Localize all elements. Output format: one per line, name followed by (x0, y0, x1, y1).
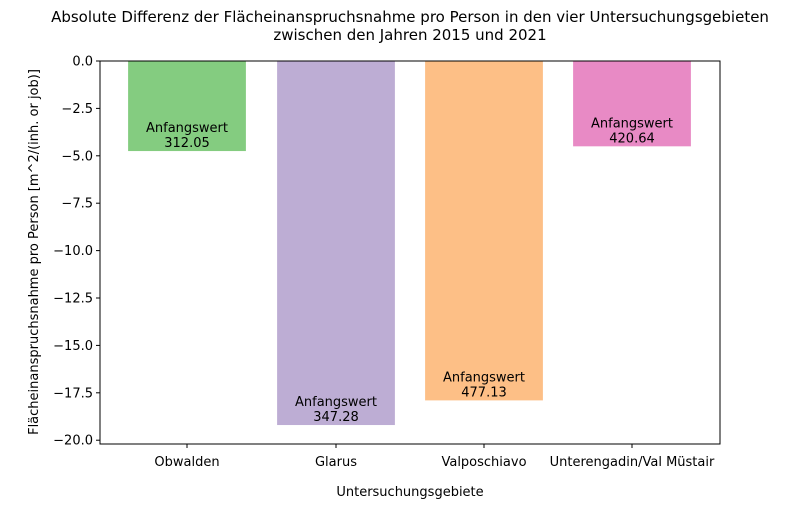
bar-annotation-value: 420.64 (609, 131, 655, 146)
bar-annotation-value: 312.05 (164, 136, 210, 151)
y-tick-label: −7.5 (61, 197, 93, 212)
plot-frame (99, 60, 721, 445)
y-tick-label: −12.5 (53, 292, 93, 307)
bar-annotation-value: 347.28 (313, 410, 359, 425)
bar (128, 61, 246, 152)
chart-title: Absolute Differenz der Flächeinanspruchs… (51, 8, 769, 26)
bar-annotation-label: Anfangswert (295, 395, 377, 410)
y-axis: 0.0 −2.5 −5.0 −7.5 −10.0 −12.5 −15.0 −17.5 −20.0 (53, 55, 100, 449)
y-axis-label: Flächeinanspruchsnahme pro Person [m^2/(… (27, 69, 42, 435)
chart-subtitle: zwischen den Jahren 2015 und 2021 (273, 26, 546, 44)
y-tick-label: −10.0 (53, 244, 93, 259)
bar-annotation-label: Anfangswert (591, 116, 673, 131)
y-tick-label: −17.5 (53, 386, 93, 401)
y-tick-label: −2.5 (61, 102, 93, 117)
x-axis: Obwalden Glarus Valposchiavo Unterengadin/V… (154, 444, 715, 470)
x-tick-label: Obwalden (154, 455, 219, 470)
y-tick-label: −20.0 (53, 434, 93, 449)
bars-group: Anfangswert312.05Anfangswert347.28Anfang… (128, 61, 691, 426)
x-tick-label: Valposchiavo (441, 455, 526, 470)
bar-annotation-label: Anfangswert (146, 121, 228, 136)
bar (425, 61, 543, 401)
bar (277, 61, 395, 426)
y-tick-label: −5.0 (61, 149, 93, 164)
bar (573, 61, 691, 147)
x-tick-label: Glarus (315, 455, 357, 470)
y-tick-label: −15.0 (53, 339, 93, 354)
bar-annotation-label: Anfangswert (443, 370, 525, 385)
x-tick-label: Unterengadin/Val Müstair (550, 455, 715, 470)
x-axis-label: Untersuchungsgebiete (336, 485, 483, 500)
bar-annotation-value: 477.13 (461, 385, 507, 400)
y-tick-label: 0.0 (72, 55, 93, 70)
